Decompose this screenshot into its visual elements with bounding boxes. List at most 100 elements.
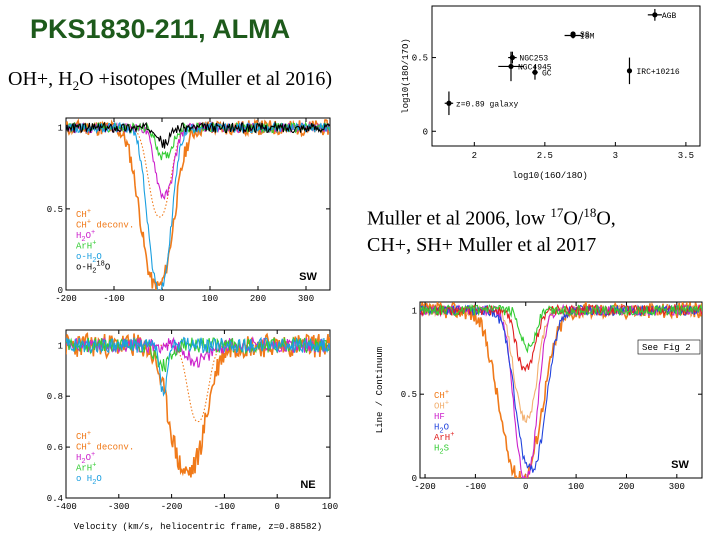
legend-entry: ArH+	[434, 431, 454, 443]
data-point	[509, 54, 515, 61]
x-tick-label: -200	[161, 502, 183, 512]
x-axis-label: Velocity (km/s, heliocentric frame, z=0.…	[74, 522, 322, 532]
x-tick-label: 3	[613, 151, 618, 161]
x-tick-label: -200	[55, 294, 77, 304]
x-tick-label: -100	[214, 502, 236, 512]
legend-entry-part: 2	[81, 236, 85, 244]
legend-entry-part: 2	[439, 428, 443, 436]
panel-tag: NE	[300, 479, 315, 491]
y-tick-label: 0.5	[401, 390, 417, 400]
legend-entry: o-H218O	[76, 261, 110, 276]
legend-entry-part: CH	[76, 432, 87, 442]
series-group	[66, 118, 330, 290]
reference-note: Muller et al 2006, low 17O/18O, CH+, SH+…	[367, 200, 616, 258]
x-tick-label: 2	[472, 151, 477, 161]
x-axis-label: log10(16O/18O)	[512, 171, 588, 181]
legend-entry: H2O+	[76, 451, 95, 466]
x-tick-label: 100	[568, 482, 584, 492]
x-tick-label: 2.5	[537, 151, 553, 161]
y-axis-label: log10(18O/17O)	[401, 38, 411, 114]
x-tick-label: 0	[523, 482, 528, 492]
annotation-text: See Fig 2	[642, 343, 691, 353]
legend-entry-part: O	[86, 453, 91, 463]
legend-entry-part: H	[434, 444, 439, 454]
legend-entry: CH+ deconv.	[76, 441, 134, 453]
x-tick-label: 200	[250, 294, 266, 304]
series-line	[66, 336, 330, 397]
legend-entry-part: CH	[76, 443, 87, 453]
plot-frame	[65, 329, 331, 499]
data-point	[446, 100, 452, 106]
y-tick-label: 1	[58, 341, 63, 351]
legend-entry: CH+	[434, 389, 449, 401]
legend-entry-part: deconv.	[91, 221, 134, 231]
x-tick-label: -400	[55, 502, 77, 512]
legend-entry-part: CH	[76, 210, 87, 220]
legend-entry-part: +	[92, 240, 96, 248]
y-axis-label: Line / Continuum	[375, 347, 385, 433]
y-tick-label: 0	[412, 474, 417, 484]
x-tick-label: 200	[618, 482, 634, 492]
x-tick-label: 0	[274, 502, 279, 512]
legend-entry: OH+	[434, 400, 449, 412]
legend-entry-part: H	[76, 231, 81, 241]
point-label: GC	[542, 69, 552, 78]
x-tick-label: 3.5	[678, 151, 694, 161]
legend-entry: CH+	[76, 430, 91, 442]
legend-entry-part: o H	[76, 474, 92, 484]
y-tick-label: 0.5	[47, 205, 63, 215]
legend-entry-part: 18	[96, 261, 104, 269]
legend-entry-part: H	[434, 423, 439, 433]
note-text: Muller et al 2006, low	[367, 207, 551, 230]
legend-entry: H2O	[434, 423, 449, 436]
x-tick-label: 100	[202, 294, 218, 304]
y-tick-label: 0	[423, 127, 428, 137]
legend-entry-part: +	[450, 431, 454, 439]
legend-entry-part: ArH	[434, 433, 450, 443]
subtitle-subscript: 2	[72, 78, 80, 93]
x-tick-label: -300	[108, 502, 130, 512]
data-point	[652, 12, 658, 18]
legend-entry-part: CH	[76, 221, 87, 231]
legend-entry-part: +	[445, 400, 449, 408]
series-line	[66, 344, 330, 423]
legend-entry-part: 2	[81, 458, 85, 466]
legend-entry: H2O+	[76, 229, 95, 244]
y-tick-label: 0	[58, 286, 63, 296]
slide-subtitle: OH+, H2O +isotopes (Muller et al 2016)	[8, 68, 332, 94]
legend-entry-part: +	[87, 219, 91, 227]
legend-entry-part: 2	[439, 449, 443, 457]
note-text: O/	[563, 207, 584, 230]
data-point	[508, 63, 514, 70]
x-tick-label: 0	[159, 294, 164, 304]
x-tick-label: 300	[298, 294, 314, 304]
legend-entry-part: O	[105, 263, 110, 273]
data-point	[570, 32, 576, 39]
legend-entry-part: +	[91, 229, 95, 237]
point-label: IRC+10216	[636, 68, 679, 77]
legend-entry-part: +	[92, 462, 96, 470]
legend-entry-part: O	[86, 231, 91, 241]
legend-entry-part: +	[445, 389, 449, 397]
x-tick-label: 100	[322, 502, 338, 512]
y-tick-label: 0.4	[47, 494, 63, 504]
isotope-ratio-plot: 2 2.5 3 3.5 0.5 0 log10(16O/18O) log10(18O/17O)…	[401, 5, 701, 181]
x-tick-label: 300	[669, 482, 685, 492]
legend-entry-part: O	[96, 252, 101, 262]
legend-entry: ArH+	[76, 462, 96, 474]
y-tick-label: 0.6	[47, 443, 63, 453]
note-sup: 17	[550, 205, 564, 220]
legend-entry-part: o-H	[76, 252, 92, 262]
subtitle-part: OH+, H	[8, 68, 73, 90]
subtitle-part: O +isotopes (Muller et al 2016)	[79, 68, 333, 90]
panel-tag: SW	[299, 271, 317, 283]
y-tick-label: 0.8	[47, 392, 63, 402]
legend-entry-part: CH	[434, 391, 445, 401]
legend-entry: o H2O	[76, 474, 102, 487]
legend-entry-part: OH	[434, 402, 445, 412]
legend-entry-part: +	[87, 208, 91, 216]
y-tick-label: 0.5	[412, 54, 428, 64]
sw-spectrum-2017: -200 -100 0 100 200 30000.51CH+OH+HFH2OArH+H2…	[375, 301, 703, 492]
legend-entry: CH+	[76, 208, 91, 220]
